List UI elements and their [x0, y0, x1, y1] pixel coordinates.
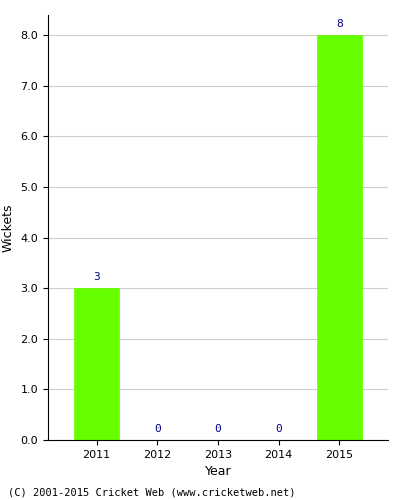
Text: 0: 0: [154, 424, 161, 434]
X-axis label: Year: Year: [205, 466, 231, 478]
Text: 3: 3: [93, 272, 100, 282]
Text: 0: 0: [275, 424, 282, 434]
Bar: [317, 35, 362, 440]
Bar: [74, 288, 119, 440]
Text: (C) 2001-2015 Cricket Web (www.cricketweb.net): (C) 2001-2015 Cricket Web (www.cricketwe…: [8, 488, 296, 498]
Text: 0: 0: [215, 424, 221, 434]
Text: 8: 8: [336, 19, 343, 29]
Y-axis label: Wickets: Wickets: [2, 203, 15, 252]
